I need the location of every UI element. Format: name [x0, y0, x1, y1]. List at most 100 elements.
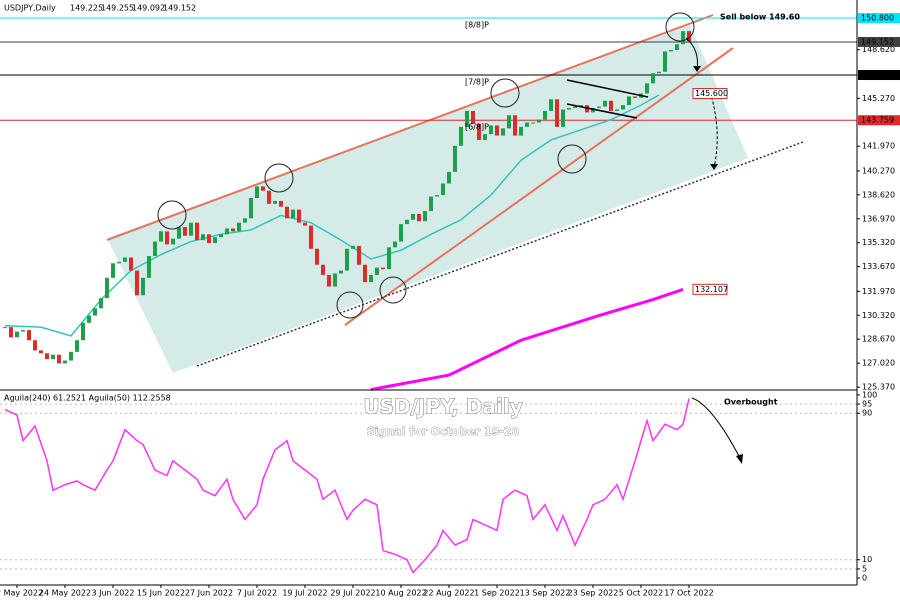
candle — [470, 110, 475, 124]
candle — [452, 145, 457, 172]
ohlc-value: 149.152 — [163, 4, 196, 13]
x-tick-label: 7 Jul 2022 — [237, 589, 277, 598]
candle — [416, 213, 421, 222]
candle — [122, 257, 127, 262]
candle — [140, 277, 145, 296]
x-tick-label: 19 Jul 2022 — [282, 589, 327, 598]
candle — [104, 277, 109, 299]
candle — [182, 227, 187, 236]
candle — [386, 247, 391, 270]
candle — [608, 100, 613, 111]
y-tick-label: 141.970 — [862, 142, 895, 151]
x-tick-label: 5 Oct 2022 — [619, 589, 663, 598]
candle — [218, 234, 223, 238]
candle — [254, 186, 259, 199]
arrowhead — [710, 164, 718, 170]
candle — [272, 200, 277, 204]
candle — [410, 213, 415, 220]
y-tick-label: 131.970 — [862, 287, 895, 296]
candle — [578, 105, 583, 107]
upper-trendline — [106, 14, 714, 241]
candle — [200, 234, 205, 241]
candle — [566, 108, 571, 110]
candle — [26, 330, 31, 341]
y-tick-label: 135.320 — [862, 238, 895, 247]
candle — [194, 222, 199, 241]
candle — [38, 350, 43, 354]
candle — [572, 106, 577, 109]
candle — [422, 211, 427, 222]
price-label: 132.107 — [695, 285, 728, 294]
candle — [260, 186, 265, 191]
candle — [326, 274, 331, 287]
candle — [458, 126, 463, 146]
candle — [176, 227, 181, 239]
candle — [650, 73, 655, 84]
candle — [128, 257, 133, 271]
level-name: [7/8]P — [465, 78, 489, 87]
candle — [284, 206, 289, 219]
candle — [302, 222, 307, 226]
candle — [362, 264, 367, 283]
overlay-subtitle: Signal for October 19-20 — [367, 425, 520, 438]
x-tick-label: 22 Aug 2022 — [423, 589, 474, 598]
candle — [356, 245, 361, 265]
level-box — [858, 36, 900, 47]
candle — [434, 195, 439, 197]
arrow — [691, 397, 741, 459]
y-tick-label: 127.020 — [862, 359, 895, 368]
y-tick-label: 95 — [862, 400, 872, 409]
candle — [476, 123, 481, 140]
candle — [446, 171, 451, 184]
y-tick-label: 138.620 — [862, 190, 895, 199]
candle — [98, 298, 103, 309]
candle — [164, 231, 169, 245]
candle — [398, 224, 403, 242]
y-tick-label: 100 — [862, 390, 877, 399]
candle — [392, 241, 397, 248]
y-tick-label: 0 — [862, 574, 867, 583]
candle — [680, 31, 685, 45]
level-label: 143.759 — [861, 116, 894, 125]
candle — [590, 108, 595, 113]
candle — [344, 248, 349, 271]
candle — [440, 183, 445, 196]
candle — [632, 96, 637, 98]
candle — [602, 100, 607, 107]
candle — [248, 198, 253, 219]
candle — [80, 322, 85, 341]
candle — [554, 99, 559, 127]
candle — [614, 109, 619, 111]
price-box — [692, 88, 728, 100]
candle — [374, 267, 379, 275]
x-tick-label: 29 Jul 2022 — [330, 589, 375, 598]
level-label: 150.800 — [861, 14, 894, 23]
ohlc-value: 149.225 — [70, 4, 103, 13]
price-box — [692, 283, 728, 295]
y-tick-label: 90 — [862, 409, 872, 418]
candle — [146, 256, 151, 278]
arrow — [709, 91, 718, 169]
circles — [157, 12, 695, 319]
level-label: 149.152 — [861, 37, 894, 46]
candle — [668, 49, 673, 52]
candle — [236, 222, 241, 232]
candle — [626, 96, 631, 106]
candle — [482, 134, 487, 140]
candle — [308, 225, 313, 249]
lower-trendline — [344, 47, 734, 326]
candle — [464, 110, 469, 127]
candle — [506, 115, 511, 129]
x-tick-label: 10 Aug 2022 — [375, 589, 426, 598]
x-tick-label: 24 May 2022 — [39, 589, 91, 598]
candle — [32, 340, 37, 351]
candle — [170, 238, 175, 245]
candle — [14, 331, 19, 338]
y-tick-label: 148.620 — [862, 45, 895, 54]
candle — [206, 234, 211, 243]
candle — [20, 330, 25, 332]
candle — [662, 51, 667, 72]
y-tick-label: 128.670 — [862, 335, 895, 344]
